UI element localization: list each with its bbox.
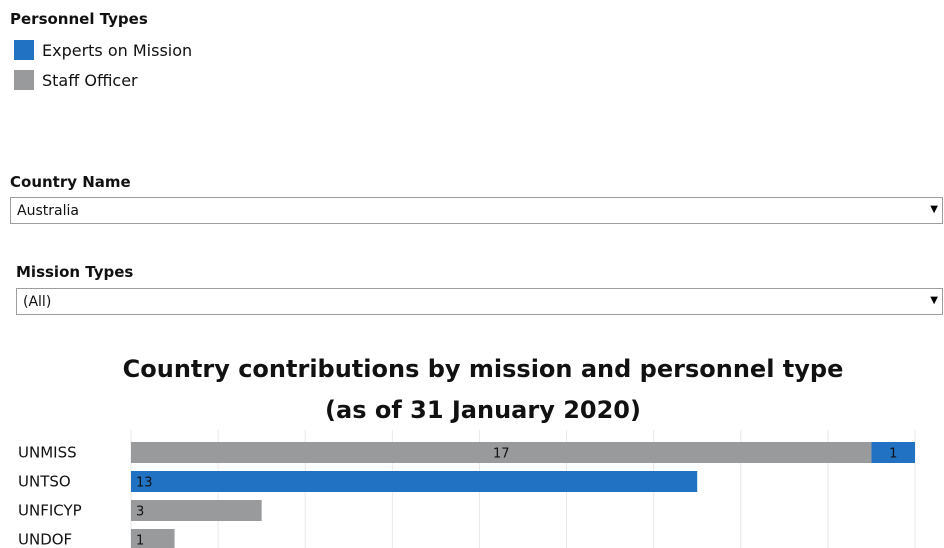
mission-select-value: (All): [23, 293, 52, 310]
bar-staff-officer[interactable]: [131, 500, 262, 521]
bar-chart: UNMISS 17 1 UNTSO 13 UNFICYP 3 UNDOF 1: [18, 430, 916, 548]
category-label: UNTSO: [18, 473, 71, 491]
bar-experts-on-mission[interactable]: [131, 471, 698, 492]
bar-experts-on-mission[interactable]: [871, 442, 915, 463]
country-select[interactable]: Australia ▼: [10, 197, 943, 224]
bar-value-label: 13: [136, 476, 153, 491]
mission-select[interactable]: (All) ▼: [16, 288, 943, 315]
legend-title: Personnel Types: [10, 10, 148, 28]
bar-staff-officer[interactable]: [131, 529, 175, 548]
legend-item-staff-officer[interactable]: Staff Officer: [14, 70, 138, 90]
legend-swatch-experts: [14, 40, 34, 60]
bar-value-label: 17: [493, 447, 510, 462]
category-label: UNDOF: [18, 531, 72, 548]
country-filter-title: Country Name: [10, 173, 131, 191]
bar-staff-officer[interactable]: [131, 442, 872, 463]
legend-label-experts: Experts on Mission: [42, 40, 193, 60]
dropdown-arrow-icon[interactable]: ▼: [930, 295, 938, 306]
bar-value-label: 1: [889, 447, 897, 462]
chart-title: Country contributions by mission and per…: [122, 355, 844, 383]
bar-value-label: 3: [136, 505, 144, 520]
mission-filter-title: Mission Types: [16, 263, 134, 281]
category-label: UNFICYP: [18, 502, 82, 520]
legend-item-experts-on-mission[interactable]: Experts on Mission: [14, 40, 192, 60]
country-select-value: Australia: [17, 202, 79, 219]
chart-subtitle: (as of 31 January 2020): [325, 396, 641, 424]
dropdown-arrow-icon[interactable]: ▼: [930, 204, 938, 215]
legend-label-staff: Staff Officer: [42, 70, 138, 90]
bar-value-label: 1: [136, 534, 144, 548]
category-label: UNMISS: [18, 444, 77, 462]
legend-swatch-staff: [14, 70, 34, 90]
